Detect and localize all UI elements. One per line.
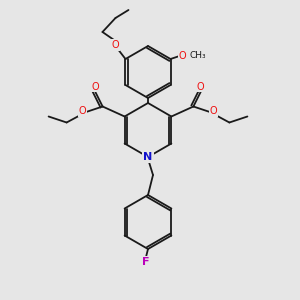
Text: O: O	[112, 40, 119, 50]
Text: O: O	[179, 51, 186, 61]
Text: O: O	[79, 106, 86, 116]
Text: O: O	[196, 82, 204, 92]
Text: O: O	[92, 82, 99, 92]
Text: O: O	[210, 106, 217, 116]
Text: F: F	[142, 257, 150, 267]
Text: N: N	[143, 152, 153, 162]
Text: CH₃: CH₃	[189, 52, 206, 61]
